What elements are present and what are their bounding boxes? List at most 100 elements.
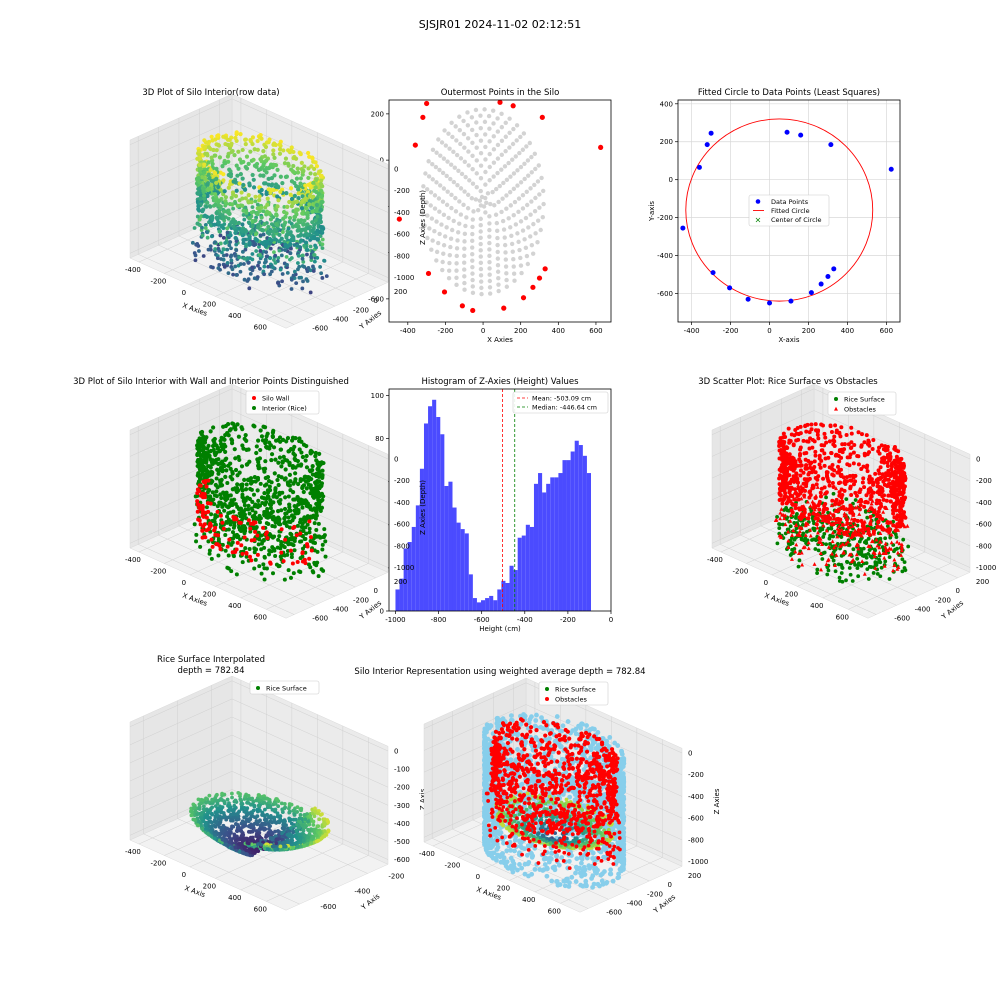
inner-point [474, 184, 479, 190]
data-point [798, 431, 803, 436]
data-point [283, 156, 289, 161]
data-point [211, 438, 216, 443]
data-point [230, 540, 235, 545]
inner-point [482, 107, 487, 112]
z-tick-label: -200 [394, 784, 410, 792]
data-point [871, 481, 876, 486]
inner-point [490, 189, 495, 195]
data-point [309, 548, 314, 553]
inner-point [513, 154, 518, 159]
data-point [215, 514, 220, 519]
inner-point [448, 236, 454, 241]
data-point [194, 539, 199, 544]
inner-point [432, 229, 437, 234]
inner-point [516, 209, 521, 215]
data-point [797, 453, 802, 458]
inner-point [454, 275, 459, 280]
data-point [211, 265, 215, 270]
y-tick-label: 100 [371, 392, 384, 400]
histogram-bar [472, 598, 477, 611]
data-point [273, 486, 278, 491]
inner-point [462, 231, 468, 237]
data-point [229, 202, 235, 207]
data-point [284, 254, 289, 259]
data-point [225, 260, 230, 265]
data-point [778, 443, 783, 448]
data-point [727, 285, 733, 291]
y-tick-label: -600 [368, 295, 384, 303]
data-point [291, 163, 296, 169]
gridline [266, 273, 369, 320]
data-point [896, 449, 901, 454]
inner-point [462, 246, 467, 251]
data-point [298, 152, 303, 157]
data-point [868, 514, 873, 519]
data-point [230, 267, 235, 272]
data-point [264, 209, 270, 214]
data-point [273, 182, 279, 187]
data-point [298, 539, 303, 544]
data-point [312, 521, 317, 526]
data-point [245, 495, 250, 500]
x-tick-label: 0 [767, 327, 771, 335]
inner-point [453, 195, 458, 201]
inner-point [478, 216, 483, 222]
data-point [217, 248, 222, 253]
data-point [788, 542, 793, 547]
inner-point [441, 156, 447, 161]
data-point [296, 191, 301, 196]
data-point [836, 454, 841, 459]
data-point [226, 433, 231, 438]
data-point [875, 572, 880, 576]
data-point [318, 265, 323, 269]
data-point [276, 198, 281, 203]
data-point [255, 138, 260, 144]
data-point [253, 194, 258, 199]
inner-point [458, 156, 464, 161]
data-point [887, 472, 892, 477]
inner-point [462, 159, 468, 165]
inner-point [470, 153, 475, 158]
data-point [259, 215, 264, 220]
data-point [249, 200, 254, 205]
histogram-bar [399, 578, 404, 611]
data-point [223, 135, 228, 140]
data-point [265, 536, 270, 541]
data-point [273, 457, 278, 462]
data-point [299, 238, 304, 243]
data-point [876, 519, 881, 524]
data-point [882, 482, 887, 487]
data-point [221, 172, 226, 177]
data-point [810, 445, 815, 450]
inner-point [474, 132, 479, 138]
inner-point [524, 144, 529, 149]
z-axis-label: Z Axies (Depth) [419, 190, 427, 245]
data-point [304, 465, 310, 470]
data-point [286, 509, 291, 514]
data-point [830, 472, 835, 477]
data-point [891, 523, 896, 528]
data-point [831, 558, 836, 563]
data-point [805, 529, 809, 534]
data-point [813, 449, 818, 454]
data-point [320, 246, 325, 251]
inner-point [507, 130, 512, 136]
inner-point [520, 193, 526, 198]
data-point [280, 459, 285, 464]
data-point [306, 562, 311, 567]
data-point [837, 579, 842, 583]
data-point [218, 478, 224, 483]
data-point [305, 279, 310, 283]
data-point [277, 151, 283, 156]
data-point [198, 522, 203, 527]
x-tick-label: 600 [254, 613, 267, 621]
data-point [815, 567, 820, 572]
y-tick-label: -400 [333, 316, 349, 324]
inner-point [454, 261, 459, 266]
data-point [252, 424, 257, 429]
data-point [850, 579, 855, 583]
inner-point [470, 224, 475, 230]
data-point [893, 475, 898, 480]
data-point [247, 236, 252, 241]
inner-point [507, 189, 513, 195]
